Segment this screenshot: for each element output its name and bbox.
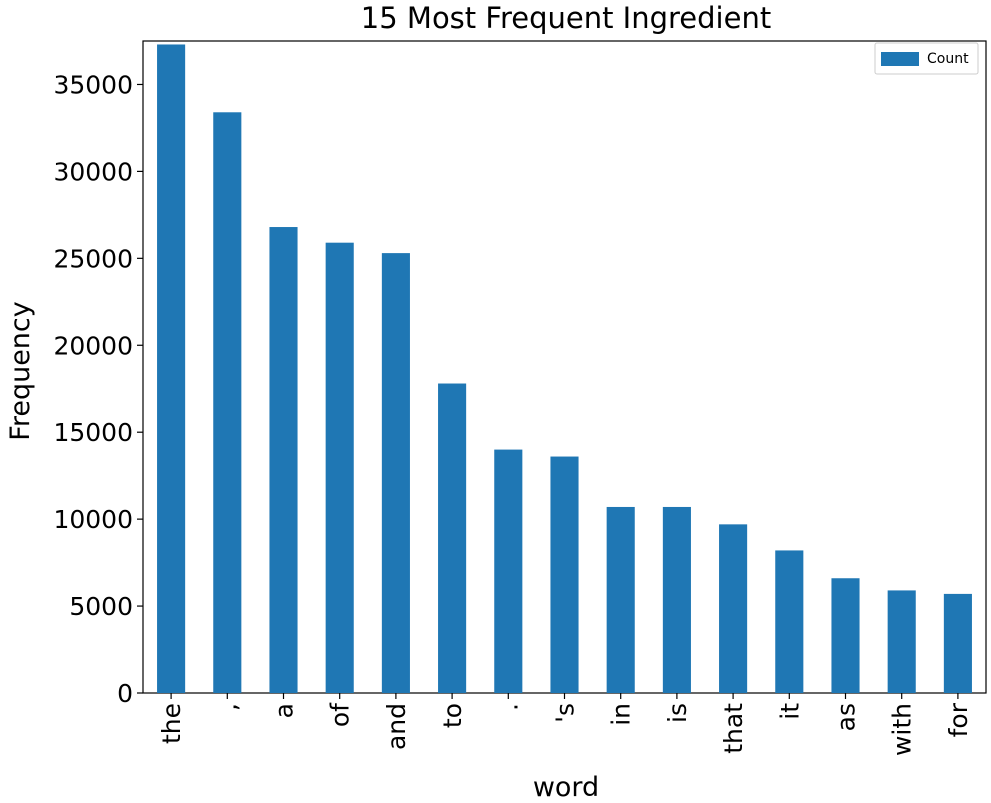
legend: Count: [874, 42, 979, 75]
y-tick-label-1: 5000: [69, 592, 133, 621]
bar-13: [887, 590, 916, 693]
y-tick-label-6: 30000: [53, 157, 133, 186]
bar-10: [719, 524, 748, 693]
bar-0: [157, 44, 186, 693]
chart-title: 15 Most Frequent Ingredient: [361, 1, 771, 35]
x-tick-label-10: that: [719, 703, 748, 754]
y-tick-label-5: 25000: [53, 244, 133, 273]
bar-14: [943, 593, 972, 693]
x-tick-label-3: of: [326, 702, 355, 727]
bar-7: [550, 456, 579, 693]
bar-5: [438, 383, 467, 693]
bar-3: [325, 242, 354, 693]
x-axis-label: word: [533, 772, 599, 803]
x-tick-label-7: 's: [551, 703, 580, 723]
bar-2: [269, 227, 298, 693]
x-tick-label-9: is: [663, 703, 692, 723]
x-tick-label-2: a: [270, 703, 299, 718]
y-tick-label-7: 35000: [53, 70, 133, 99]
x-tick-label-4: and: [382, 703, 411, 750]
x-tick-label-13: with: [888, 703, 917, 756]
bar-4: [381, 253, 410, 693]
legend-label: Count: [927, 51, 969, 67]
legend-box: [874, 42, 979, 75]
x-tick-label-12: as: [832, 703, 861, 731]
y-tick-label-2: 10000: [53, 505, 133, 534]
x-tick-label-14: for: [944, 702, 973, 737]
bar-1: [213, 112, 242, 693]
y-axis-ticks: 0 5000 10000 15000 20000 25000 30000 35000: [53, 70, 143, 708]
y-axis-label: Frequency: [5, 301, 36, 441]
x-axis-ticks: the, a of and to. 's in is that it as with for: [157, 693, 973, 756]
x-tick-label-0: the: [157, 703, 186, 744]
bar-6: [494, 449, 523, 693]
x-tick-label-11: it: [775, 703, 804, 720]
x-tick-label-8: in: [607, 703, 636, 726]
x-tick-label-6: .: [494, 703, 523, 711]
bar-9: [662, 506, 691, 693]
legend-swatch: [881, 52, 919, 66]
x-tick-label-1: ,: [213, 703, 242, 711]
y-tick-label-4: 20000: [53, 331, 133, 360]
bar-8: [606, 506, 635, 693]
x-tick-label-5: to: [438, 703, 467, 728]
bar-12: [831, 578, 860, 693]
bars-group: [157, 44, 972, 693]
y-tick-label-0: 0: [117, 679, 133, 708]
bar-11: [775, 550, 804, 693]
y-tick-label-3: 15000: [53, 418, 133, 447]
